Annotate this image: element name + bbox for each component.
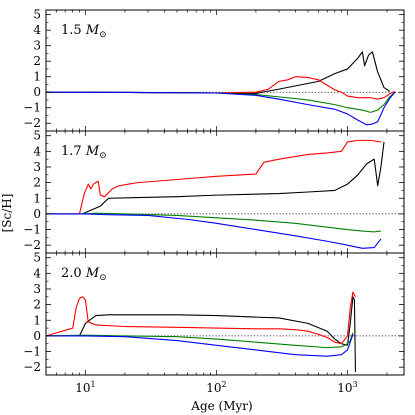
y-tick-label: −1 xyxy=(23,223,41,237)
panel-frame xyxy=(45,9,405,132)
x-axis-label: Age (Myr) xyxy=(190,399,252,413)
y-tick-label: −2 xyxy=(23,116,41,130)
panel-1: −2−1 01 23 45 1.5 M⊙ xyxy=(23,8,405,132)
x-tick-exponent: 1 xyxy=(91,380,96,389)
y-tick-label: 4 xyxy=(33,144,41,158)
y-tick-label: −2 xyxy=(23,360,41,374)
x-tick-base: 10 xyxy=(75,381,90,395)
series-line-2 xyxy=(46,76,396,100)
y-tick-label: 0 xyxy=(33,329,41,343)
x-tick-exponent: 3 xyxy=(353,380,358,389)
panel-2: −2−1 0 12 3 45 1.7 M⊙ xyxy=(23,129,405,254)
series-line-3 xyxy=(46,91,396,113)
mass-symbol: M xyxy=(85,144,100,159)
x-tick-label: 103 xyxy=(337,380,357,395)
series-line-4 xyxy=(46,213,382,249)
x-tick-label: 102 xyxy=(206,380,226,395)
series-line-3 xyxy=(46,212,381,233)
mass-label: 1.7 M⊙ xyxy=(61,144,107,161)
y-tick-label: 0 xyxy=(33,85,41,99)
series-group xyxy=(46,51,396,126)
y-tick-label: 2 xyxy=(33,54,41,68)
y-tick-label: −2 xyxy=(23,238,41,252)
series-line-4 xyxy=(46,91,396,126)
y-tick-label: 3 xyxy=(33,160,41,174)
solar-subscript: ⊙ xyxy=(99,151,107,161)
y-tick-label: 1 xyxy=(33,313,41,327)
solar-subscript: ⊙ xyxy=(99,273,107,283)
y-tick-label: 1 xyxy=(33,191,41,205)
y-tick-label: 1 xyxy=(33,70,41,84)
panel-frame xyxy=(45,252,405,376)
y-tick-label: 5 xyxy=(33,129,41,143)
y-tick-label: 2 xyxy=(33,298,41,312)
mass-symbol: M xyxy=(85,266,100,281)
series-line-1 xyxy=(46,141,385,215)
series-line-1 xyxy=(46,296,356,372)
mass-value: 2.0 xyxy=(61,266,86,281)
y-tick-label: 0 xyxy=(33,207,41,221)
y-tick-label: 4 xyxy=(33,266,41,280)
series-line-1 xyxy=(46,51,391,95)
mass-value: 1.7 xyxy=(61,144,86,159)
series-line-2 xyxy=(46,139,382,215)
mass-symbol: M xyxy=(85,23,100,38)
x-tick-label: 101 xyxy=(75,380,95,395)
mass-label: 1.5 M⊙ xyxy=(61,23,107,40)
y-tick-label: −1 xyxy=(23,101,41,115)
y-tick-label: 5 xyxy=(33,251,41,265)
y-tick-label: 2 xyxy=(33,176,41,190)
series-group xyxy=(46,139,385,249)
y-tick-label: 3 xyxy=(33,39,41,53)
series-line-2 xyxy=(46,291,356,345)
solar-subscript: ⊙ xyxy=(99,30,107,40)
y-tick-label: 5 xyxy=(33,8,41,22)
y-tick-label: 4 xyxy=(33,23,41,37)
series-line-3 xyxy=(46,332,354,349)
mass-label: 2.0 M⊙ xyxy=(61,266,107,283)
mass-value: 1.5 xyxy=(61,23,86,38)
panel-3: −2−1 0 12 3 45 2.0 M⊙ xyxy=(23,251,405,376)
x-tick-exponent: 2 xyxy=(222,380,227,389)
y-tick-label: −1 xyxy=(23,345,41,359)
series-group xyxy=(46,291,356,372)
x-tick-base: 10 xyxy=(206,381,221,395)
x-tick-base: 10 xyxy=(337,381,352,395)
y-axis-label: [Sc/H] xyxy=(0,194,14,233)
y-tick-label: 3 xyxy=(33,282,41,296)
series-line-4 xyxy=(46,334,354,357)
